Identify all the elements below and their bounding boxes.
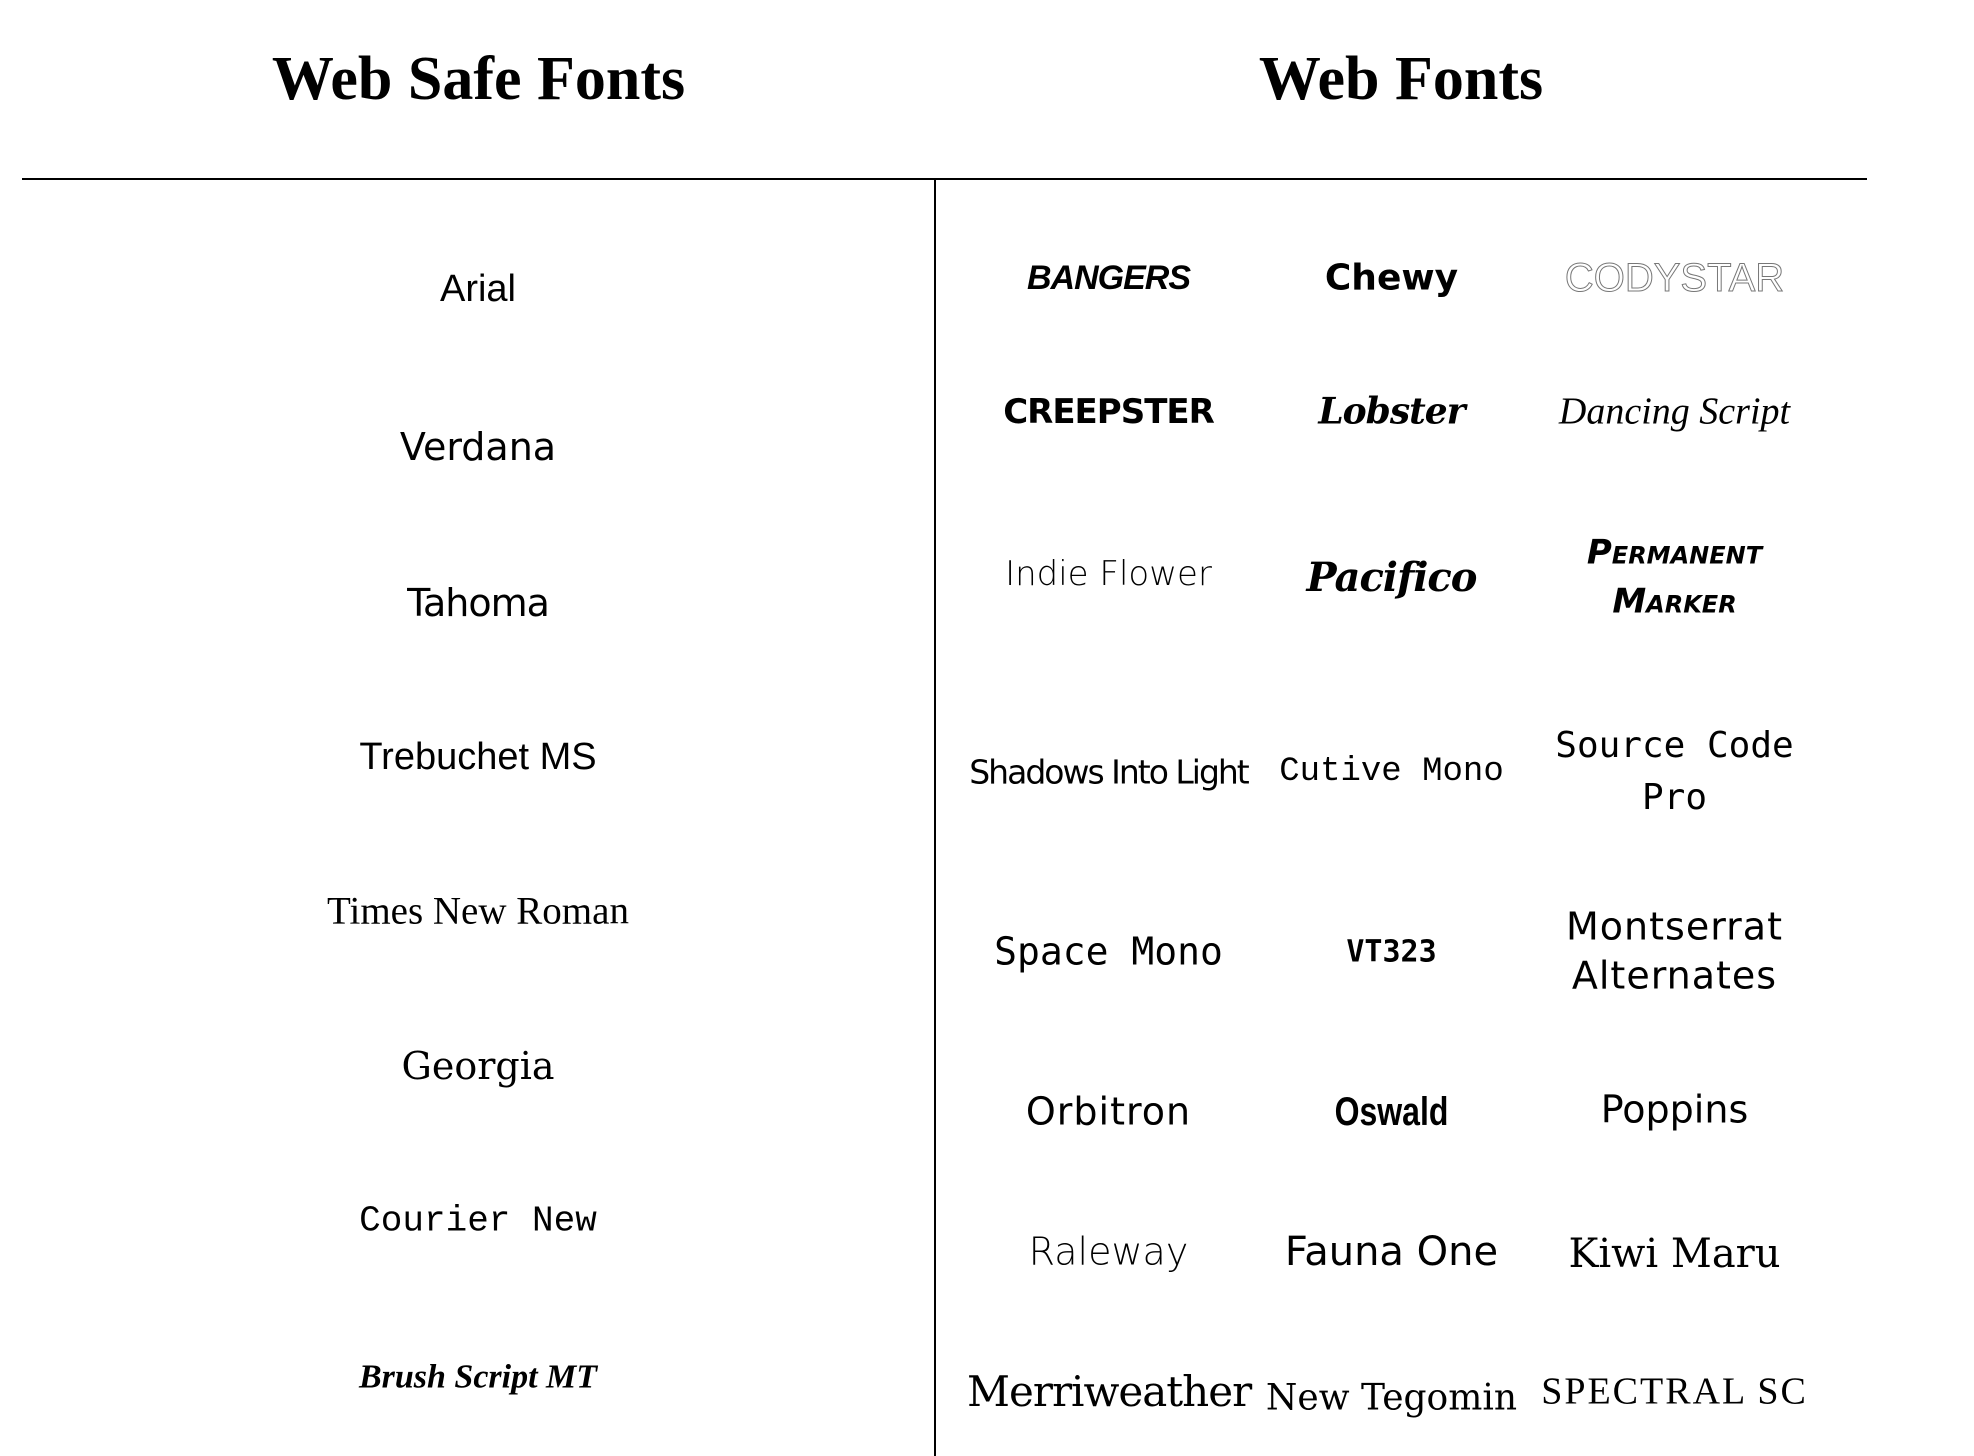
font-sample-lobster: Lobster xyxy=(1318,390,1465,433)
font-sample-merriweather: Merriweather xyxy=(967,1366,1252,1416)
font-sample-montserrat-alternates: Montserrat Alternates xyxy=(1566,904,1783,998)
font-sample-courier: Courier New xyxy=(359,1200,597,1242)
font-sample-new-tegomin: New Tegomin xyxy=(1265,1377,1518,1419)
font-sample-shadows-into-light: Shadows Into Light xyxy=(969,752,1250,792)
font-sample-verdana: Verdana xyxy=(399,425,557,470)
web-fonts-heading: Web Fonts xyxy=(1258,45,1544,113)
font-sample-brush-script: Brush Script MT xyxy=(358,1358,598,1396)
font-sample-pacifico: Pacifico xyxy=(1306,554,1478,601)
font-sample-fauna-one: Fauna One xyxy=(1284,1229,1499,1275)
font-sample-cutive-mono: Cutive Mono xyxy=(1279,752,1504,791)
font-sample-creepster: CREEPSTER xyxy=(1003,391,1215,432)
font-sample-codystar: CODYSTAR xyxy=(1564,256,1785,301)
web-safe-fonts-list: Arial Verdana Tahoma Trebuchet MS Times … xyxy=(22,180,934,1456)
font-sample-arial: Arial xyxy=(439,268,517,311)
font-sample-times: Times New Roman xyxy=(327,889,629,933)
web-safe-fonts-heading: Web Safe Fonts xyxy=(271,45,686,113)
font-sample-raleway: Raleway xyxy=(1028,1229,1189,1274)
font-sample-chewy: Chewy xyxy=(1324,257,1459,299)
font-sample-tahoma: Tahoma xyxy=(407,581,550,626)
font-sample-kiwi-maru: Kiwi Maru xyxy=(1568,1231,1781,1277)
font-sample-orbitron: Orbitron xyxy=(1025,1089,1192,1134)
font-sample-source-code-pro: Source Code Pro xyxy=(1555,724,1794,818)
font-sample-vt323: VT323 xyxy=(1346,934,1437,970)
font-sample-oswald: Oswald xyxy=(1334,1090,1449,1134)
web-fonts-grid: BANGERS Chewy CODYSTAR CREEPSTER Lobster… xyxy=(967,180,1817,1456)
font-sample-poppins: Poppins xyxy=(1600,1087,1749,1132)
font-sample-dancing-script: Dancing Script xyxy=(1558,390,1791,433)
header: Web Safe Fonts Web Fonts xyxy=(22,0,1867,180)
font-sample-space-mono: Space Mono xyxy=(994,929,1223,974)
column-divider xyxy=(934,179,936,1456)
font-sample-bangers: BANGERS xyxy=(1026,258,1191,297)
font-sample-permanent-marker: Permanent Marker xyxy=(1586,532,1763,622)
font-sample-spectral-sc: SPECTRAL SC xyxy=(1541,1370,1808,1413)
font-sample-indie-flower: Indie Flower xyxy=(1005,553,1212,594)
font-sample-trebuchet: Trebuchet MS xyxy=(359,736,597,779)
font-sample-georgia: Georgia xyxy=(401,1044,555,1089)
